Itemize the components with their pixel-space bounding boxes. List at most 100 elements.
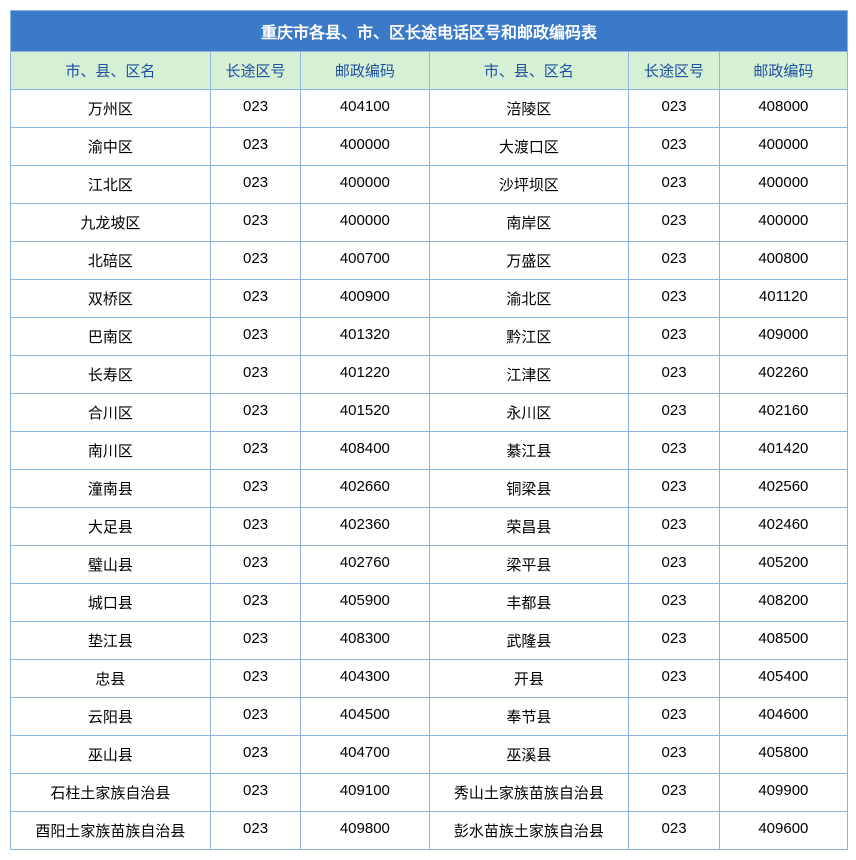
cell-post-left: 401520 xyxy=(301,394,429,432)
cell-area-right: 023 xyxy=(629,356,719,394)
table-row: 江北区023400000沙坪坝区023400000 xyxy=(11,166,847,204)
cell-post-right: 405400 xyxy=(720,660,847,698)
cell-name-right: 秀山土家族苗族自治县 xyxy=(430,774,630,812)
cell-post-right: 402260 xyxy=(720,356,847,394)
table-row: 北碚区023400700万盛区023400800 xyxy=(11,242,847,280)
cell-area-right: 023 xyxy=(629,622,719,660)
cell-post-right: 401120 xyxy=(720,280,847,318)
cell-post-right: 408500 xyxy=(720,622,847,660)
cell-area-right: 023 xyxy=(629,774,719,812)
cell-area-left: 023 xyxy=(211,812,301,849)
cell-post-right: 409000 xyxy=(720,318,847,356)
cell-area-left: 023 xyxy=(211,736,301,774)
table-row: 合川区023401520永川区023402160 xyxy=(11,394,847,432)
cell-area-right: 023 xyxy=(629,736,719,774)
cell-area-left: 023 xyxy=(211,432,301,470)
cell-post-right: 402460 xyxy=(720,508,847,546)
table-row: 酉阳土家族苗族自治县023409800彭水苗族土家族自治县023409600 xyxy=(11,812,847,849)
cell-area-right: 023 xyxy=(629,812,719,849)
cell-area-left: 023 xyxy=(211,90,301,128)
cell-name-left: 石柱土家族自治县 xyxy=(11,774,211,812)
table-row: 巴南区023401320黔江区023409000 xyxy=(11,318,847,356)
cell-area-left: 023 xyxy=(211,166,301,204)
cell-post-left: 401220 xyxy=(301,356,429,394)
cell-area-right: 023 xyxy=(629,584,719,622)
cell-post-left: 400900 xyxy=(301,280,429,318)
cell-name-right: 巫溪县 xyxy=(430,736,630,774)
cell-post-right: 400800 xyxy=(720,242,847,280)
cell-post-right: 405200 xyxy=(720,546,847,584)
cell-area-right: 023 xyxy=(629,166,719,204)
cell-post-right: 402160 xyxy=(720,394,847,432)
cell-area-right: 023 xyxy=(629,318,719,356)
cell-name-right: 奉节县 xyxy=(430,698,630,736)
cell-area-right: 023 xyxy=(629,128,719,166)
cell-name-left: 城口县 xyxy=(11,584,211,622)
cell-area-right: 023 xyxy=(629,432,719,470)
cell-name-left: 巴南区 xyxy=(11,318,211,356)
cell-post-left: 404500 xyxy=(301,698,429,736)
cell-post-left: 408400 xyxy=(301,432,429,470)
cell-name-right: 丰都县 xyxy=(430,584,630,622)
table-row: 潼南县023402660铜梁县023402560 xyxy=(11,470,847,508)
table-row: 渝中区023400000大渡口区023400000 xyxy=(11,128,847,166)
cell-name-left: 忠县 xyxy=(11,660,211,698)
header-name-right: 市、县、区名 xyxy=(430,52,630,90)
table-row: 万州区023404100涪陵区023408000 xyxy=(11,90,847,128)
cell-area-left: 023 xyxy=(211,318,301,356)
table-row: 忠县023404300开县023405400 xyxy=(11,660,847,698)
cell-name-left: 长寿区 xyxy=(11,356,211,394)
cell-post-left: 400700 xyxy=(301,242,429,280)
cell-name-right: 武隆县 xyxy=(430,622,630,660)
cell-area-right: 023 xyxy=(629,90,719,128)
cell-post-right: 405800 xyxy=(720,736,847,774)
cell-post-left: 401320 xyxy=(301,318,429,356)
cell-area-left: 023 xyxy=(211,470,301,508)
table-row: 南川区023408400綦江县023401420 xyxy=(11,432,847,470)
cell-name-right: 彭水苗族土家族自治县 xyxy=(430,812,630,849)
cell-area-left: 023 xyxy=(211,584,301,622)
cell-post-left: 404300 xyxy=(301,660,429,698)
cell-name-left: 江北区 xyxy=(11,166,211,204)
cell-area-right: 023 xyxy=(629,546,719,584)
cell-name-left: 大足县 xyxy=(11,508,211,546)
cell-post-right: 401420 xyxy=(720,432,847,470)
cell-area-right: 023 xyxy=(629,280,719,318)
cell-area-right: 023 xyxy=(629,470,719,508)
cell-area-left: 023 xyxy=(211,546,301,584)
cell-area-right: 023 xyxy=(629,204,719,242)
cell-name-left: 北碚区 xyxy=(11,242,211,280)
cell-area-left: 023 xyxy=(211,698,301,736)
table-row: 云阳县023404500奉节县023404600 xyxy=(11,698,847,736)
cell-area-left: 023 xyxy=(211,242,301,280)
cell-post-left: 400000 xyxy=(301,204,429,242)
cell-post-left: 402760 xyxy=(301,546,429,584)
cell-area-right: 023 xyxy=(629,242,719,280)
header-area-left: 长途区号 xyxy=(211,52,301,90)
cell-name-left: 南川区 xyxy=(11,432,211,470)
cell-name-left: 双桥区 xyxy=(11,280,211,318)
cell-post-right: 409900 xyxy=(720,774,847,812)
cell-post-left: 400000 xyxy=(301,128,429,166)
cell-name-left: 九龙坡区 xyxy=(11,204,211,242)
cell-post-left: 404700 xyxy=(301,736,429,774)
cell-post-left: 404100 xyxy=(301,90,429,128)
cell-name-left: 渝中区 xyxy=(11,128,211,166)
cell-post-right: 408200 xyxy=(720,584,847,622)
cell-post-left: 408300 xyxy=(301,622,429,660)
cell-name-right: 江津区 xyxy=(430,356,630,394)
table-row: 九龙坡区023400000南岸区023400000 xyxy=(11,204,847,242)
header-post-right: 邮政编码 xyxy=(720,52,847,90)
cell-post-left: 409800 xyxy=(301,812,429,849)
table-body: 万州区023404100涪陵区023408000渝中区023400000大渡口区… xyxy=(11,90,847,849)
cell-post-left: 402360 xyxy=(301,508,429,546)
cell-post-left: 405900 xyxy=(301,584,429,622)
cell-area-left: 023 xyxy=(211,622,301,660)
cell-name-left: 云阳县 xyxy=(11,698,211,736)
cell-post-right: 404600 xyxy=(720,698,847,736)
cell-area-left: 023 xyxy=(211,204,301,242)
cell-post-right: 400000 xyxy=(720,128,847,166)
table-row: 石柱土家族自治县023409100秀山土家族苗族自治县023409900 xyxy=(11,774,847,812)
table-row: 城口县023405900丰都县023408200 xyxy=(11,584,847,622)
area-code-table: 重庆市各县、市、区长途电话区号和邮政编码表 市、县、区名 长途区号 邮政编码 市… xyxy=(10,10,848,850)
